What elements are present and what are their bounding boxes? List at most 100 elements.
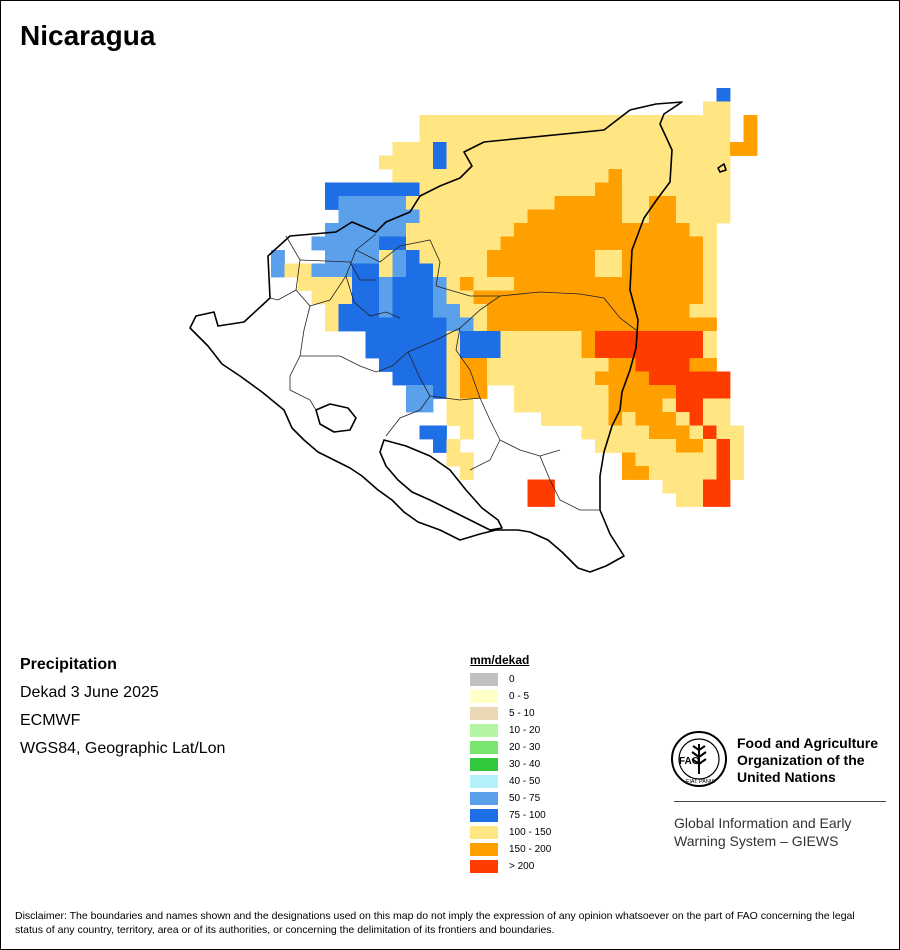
grid-cell: [743, 128, 758, 143]
grid-cell: [419, 196, 434, 210]
grid-cell: [419, 425, 434, 440]
grid-cell: [446, 209, 461, 224]
grid-cell: [689, 169, 704, 183]
grid-cell: [460, 371, 474, 386]
grid-cell: [514, 209, 528, 224]
grid-cell: [622, 466, 636, 480]
grid-cell: [676, 196, 690, 210]
grid-cell: [487, 169, 501, 183]
grid-cell: [662, 209, 677, 224]
grid-cell: [392, 317, 407, 332]
legend: mm/dekad 0 0 - 5 5 - 10 10 - 20 20 - 30 30 - …: [470, 653, 551, 875]
grid-cell: [608, 236, 623, 251]
grid-cell: [581, 412, 596, 426]
grid-cell: [406, 155, 420, 170]
grid-cell: [325, 304, 339, 318]
grid-cell: [595, 304, 609, 318]
map-title: Nicaragua: [20, 20, 156, 51]
grid-cell: [514, 250, 528, 264]
grid-cell: [716, 493, 731, 507]
grid-cell: [527, 142, 542, 156]
grid-cell: [419, 304, 434, 318]
grid-cell: [595, 412, 609, 426]
department-boundaries: [269, 233, 637, 511]
grid-cell: [527, 182, 542, 197]
grid-cell: [662, 169, 677, 183]
grid-cell: [595, 358, 609, 372]
grid-cell: [514, 128, 528, 143]
grid-cell: [406, 223, 420, 237]
grid-cell: [352, 196, 366, 210]
grid-cell: [460, 196, 474, 210]
grid-cell: [433, 223, 447, 237]
grid-cell: [676, 250, 690, 264]
grid-cell: [649, 466, 663, 480]
grid-cell: [271, 263, 285, 278]
grid-cell: [676, 358, 690, 372]
grid-cell: [568, 358, 582, 372]
grid-cell: [689, 344, 704, 359]
grid-cell: [379, 317, 393, 332]
grid-cell: [595, 371, 609, 386]
legend-classes: 0 0 - 5 5 - 10 10 - 20 20 - 30 30 - 40 40 - 50…: [470, 671, 551, 875]
grid-cell: [514, 182, 528, 197]
grid-cell: [446, 439, 461, 453]
source-label: ECMWF: [20, 712, 81, 729]
grid-cell: [500, 290, 515, 305]
grid-cell: [608, 155, 623, 170]
grid-cell: [460, 263, 474, 278]
grid-cell: [433, 358, 447, 372]
grid-cell: [298, 277, 312, 291]
grid-cell: [554, 277, 569, 291]
grid-cell: [608, 331, 623, 345]
grid-cell: [500, 142, 515, 156]
grid-cell: [662, 304, 677, 318]
grid-cell: [689, 128, 704, 143]
grid-cell: [649, 182, 663, 197]
grid-cell: [649, 398, 663, 413]
grid-cell: [703, 196, 717, 210]
legend-swatch: [470, 843, 498, 856]
grid-cell: [460, 331, 474, 345]
grid-cell: [554, 169, 569, 183]
grid-cell: [595, 115, 609, 129]
grid-cell: [635, 196, 650, 210]
grid-cell: [325, 223, 339, 237]
grid-cell: [419, 331, 434, 345]
legend-swatch: [470, 707, 498, 720]
grid-cell: [622, 169, 636, 183]
grid-cell: [325, 236, 339, 251]
grid-cell: [608, 385, 623, 399]
grid-cell: [635, 277, 650, 291]
grid-cell: [649, 412, 663, 426]
grid-cell: [460, 344, 474, 359]
grid-cell: [676, 398, 690, 413]
grid-cell: [662, 466, 677, 480]
grid-cell: [622, 115, 636, 129]
emblem-motto: FIAT PANIS: [686, 779, 715, 785]
grid-cell: [595, 317, 609, 332]
grid-cell: [500, 277, 515, 291]
grid-cell: [622, 142, 636, 156]
grid-cell: [379, 344, 393, 359]
grid-cell: [568, 115, 582, 129]
grid-cell: [662, 452, 677, 467]
grid-cell: [662, 182, 677, 197]
grid-cell: [541, 344, 555, 359]
grid-cell: [392, 155, 407, 170]
grid-cell: [676, 277, 690, 291]
grid-cell: [662, 317, 677, 332]
grid-cell: [446, 371, 461, 386]
grid-cell: [703, 479, 717, 494]
legend-title: mm/dekad: [470, 653, 530, 667]
grid-cell: [622, 358, 636, 372]
grid-cell: [500, 344, 515, 359]
grid-cell: [703, 425, 717, 440]
grid-cell: [662, 250, 677, 264]
grid-cell: [406, 250, 420, 264]
grid-cell: [689, 331, 704, 345]
grid-cell: [581, 425, 596, 440]
fao-name: Food and Agriculture Organization of the…: [737, 735, 878, 786]
grid-cell: [392, 263, 407, 278]
grid-cell: [352, 277, 366, 291]
